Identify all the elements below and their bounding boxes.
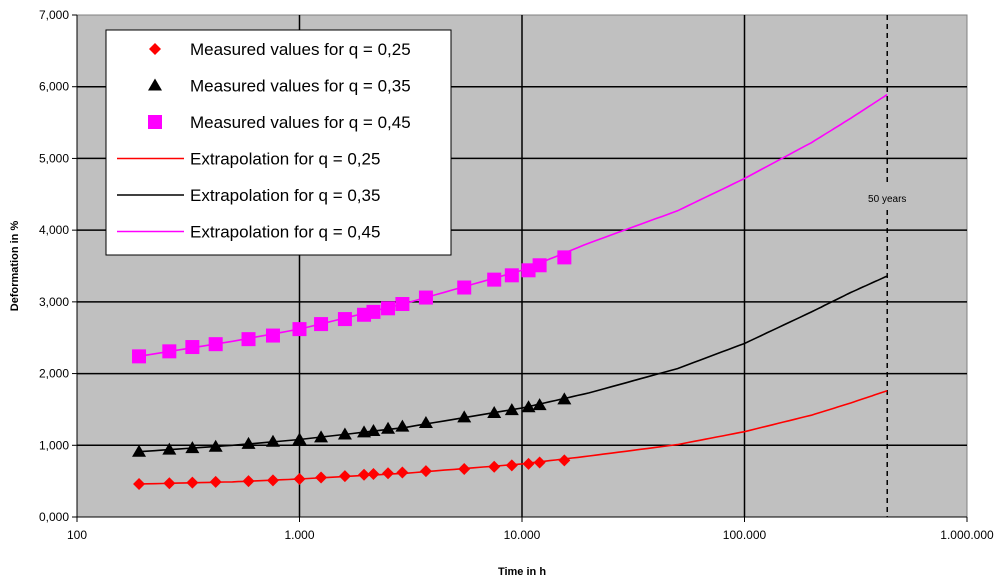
data-point: [208, 439, 223, 452]
y-tick-label: 7,000: [39, 8, 69, 22]
y-tick-label: 2,000: [39, 367, 69, 381]
data-point: [132, 444, 147, 457]
data-point: [265, 434, 280, 447]
y-axis-title: Deformation in %: [9, 221, 21, 312]
data-point: [163, 477, 176, 490]
data-point: [209, 475, 222, 488]
data-point: [185, 340, 200, 355]
y-tick-label: 6,000: [39, 80, 69, 94]
data-point: [419, 465, 432, 478]
legend-marker: [149, 43, 161, 55]
data-point: [338, 470, 351, 483]
legend-marker: [148, 78, 162, 91]
data-point: [133, 478, 146, 491]
data-point: [487, 272, 502, 287]
x-axis-title: Time in h: [498, 566, 546, 578]
legend-label: Measured values for q = 0,45: [190, 113, 411, 132]
data-point: [292, 322, 307, 337]
y-tick-label: 4,000: [39, 223, 69, 237]
legend-marker: [148, 115, 162, 129]
data-point: [337, 312, 352, 327]
data-point: [557, 250, 572, 265]
data-point: [521, 400, 536, 413]
data-point: [242, 475, 255, 488]
x-tick-label: 100.000: [723, 528, 767, 542]
data-point: [132, 349, 147, 364]
y-tick-label: 1,000: [39, 438, 69, 452]
data-point: [266, 474, 279, 487]
data-point: [265, 328, 280, 343]
data-point: [382, 467, 395, 480]
legend: Measured values for q = 0,25 Measured val…: [105, 29, 452, 256]
data-point: [185, 441, 200, 454]
data-point: [457, 410, 472, 423]
x-tick-label: 1.000.000: [940, 528, 994, 542]
data-point: [458, 462, 471, 475]
measured-markers: [132, 250, 572, 491]
x-tick-label: 1.000: [284, 528, 314, 542]
data-point: [366, 304, 381, 319]
data-point: [314, 317, 329, 332]
data-point: [315, 471, 328, 484]
data-point: [532, 398, 547, 411]
series-line: [138, 275, 888, 453]
data-point: [208, 337, 223, 352]
data-point: [186, 476, 199, 489]
data-point: [366, 423, 381, 436]
data-point: [381, 301, 396, 316]
data-point: [381, 421, 396, 434]
data-point: [293, 472, 306, 485]
data-point: [418, 416, 433, 429]
data-point: [504, 268, 519, 283]
data-point: [241, 332, 256, 347]
data-point: [358, 468, 371, 481]
legend-label: Measured values for q = 0,35: [190, 77, 411, 96]
legend-label: Extrapolation for q = 0,45: [190, 223, 380, 242]
legend-box: [105, 29, 452, 256]
data-point: [558, 454, 571, 467]
data-point: [504, 403, 519, 416]
annotation-layer: 50 years: [861, 15, 914, 517]
legend-label: Extrapolation for q = 0,35: [190, 186, 380, 205]
data-point: [487, 406, 502, 419]
annotation-label: 50 years: [868, 194, 906, 205]
y-tick-label: 0,000: [39, 510, 69, 524]
data-point: [395, 419, 410, 432]
annotation-bg: [861, 186, 914, 208]
y-tick-label: 5,000: [39, 151, 69, 165]
data-point: [488, 460, 501, 473]
data-point: [457, 280, 472, 295]
data-point: [521, 263, 536, 278]
data-point: [505, 459, 518, 472]
data-point: [292, 432, 307, 445]
data-point: [395, 297, 410, 312]
data-point: [522, 457, 535, 470]
data-point: [314, 430, 329, 443]
data-point: [162, 442, 177, 455]
y-tick-label: 3,000: [39, 295, 69, 309]
data-point: [162, 344, 177, 359]
data-point: [241, 436, 256, 449]
data-point: [557, 392, 572, 405]
legend-label: Extrapolation for q = 0,25: [190, 150, 380, 169]
data-point: [532, 258, 547, 273]
data-point: [533, 456, 546, 469]
x-tick-label: 10.000: [504, 528, 541, 542]
data-point: [396, 466, 409, 479]
axis-ticks: 0,000 1,000 2,000 3,000 4,000 5,000 6,000 7,000…: [39, 8, 994, 542]
data-point: [367, 467, 380, 480]
data-point: [337, 427, 352, 440]
x-tick-label: 100: [67, 528, 87, 542]
data-point: [418, 290, 433, 305]
legend-label: Measured values for q = 0,25: [190, 40, 411, 59]
